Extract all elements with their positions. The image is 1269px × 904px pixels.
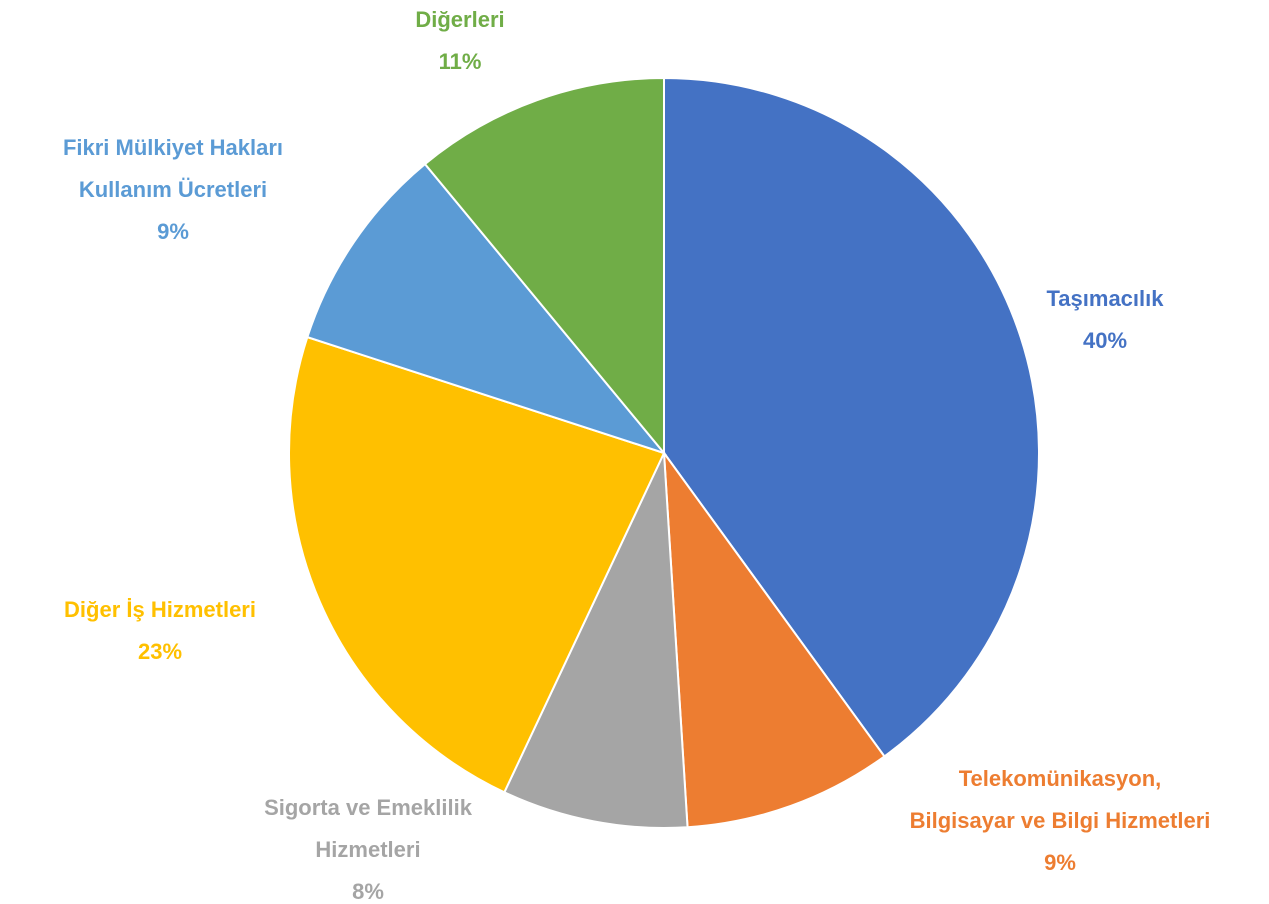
pie-slice	[423, 76, 665, 456]
slice-label: Sigorta ve Emeklilik Hizmetleri 8%	[264, 787, 472, 904]
value-label: 8%	[352, 879, 384, 904]
slice-label: Diğerleri 11%	[415, 0, 504, 83]
category-label: Fikri Mülkiyet Hakları Kullanım Ücretler…	[62, 135, 284, 202]
slice-label: Diğer İş Hizmetleri 23%	[64, 589, 256, 673]
pie-slice	[662, 449, 886, 829]
slice-label: Fikri Mülkiyet Hakları Kullanım Ücretler…	[63, 127, 283, 253]
category-label: Diğer İş Hizmetleri	[64, 597, 256, 622]
pie-slice	[503, 452, 689, 829]
category-label: Sigorta ve Emeklilik Hizmetleri	[264, 795, 472, 862]
value-label: 9%	[157, 219, 189, 244]
category-label: Telekomünikasyon, Bilgisayar ve Bilgi Hi…	[909, 766, 1211, 833]
value-label: 40%	[1082, 328, 1128, 353]
value-label: 23%	[137, 639, 183, 664]
pie-slice	[288, 335, 666, 794]
pie-slice	[306, 162, 667, 456]
slice-label: Taşımacılık 40%	[1047, 278, 1164, 362]
category-label: Diğerleri	[415, 7, 505, 32]
value-label: 9%	[1044, 850, 1076, 875]
slice-label: Telekomünikasyon, Bilgisayar ve Bilgi Hi…	[910, 758, 1211, 884]
pie-slice	[663, 76, 1040, 758]
value-label: 11%	[438, 49, 482, 74]
category-label: Taşımacılık	[1046, 286, 1164, 311]
